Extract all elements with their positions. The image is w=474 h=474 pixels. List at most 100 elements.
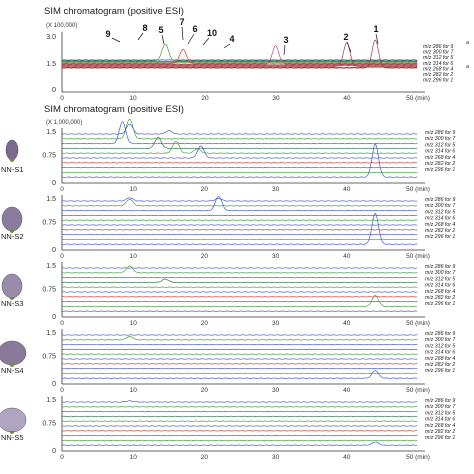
xtick-label: 20	[201, 253, 209, 260]
flower-bud	[5, 139, 19, 161]
xtick-label: 50 (min)	[406, 320, 430, 327]
legend-entry: m/z 300 for 7	[425, 270, 456, 276]
ytick-label: 0.75	[42, 287, 56, 294]
flower-bud	[0, 340, 27, 366]
xtick-label: 40	[343, 454, 351, 461]
legend-entry: m/z 282 for 2	[425, 362, 455, 368]
ytick-label: 1.5	[46, 330, 56, 337]
flower-image	[5, 139, 19, 162]
legend-entry: m/z 312 for 5	[425, 142, 455, 148]
flower-image	[0, 340, 27, 367]
sample-trace	[62, 198, 418, 207]
sample-trace	[61, 197, 418, 202]
legend-entry: m/z 268 for 4	[425, 423, 455, 429]
ytick-label: 1.5	[46, 263, 56, 270]
sample-trace	[61, 335, 418, 341]
xtick-label: 0	[60, 387, 64, 394]
panel-nn-s2: NN-S2 0 0.75 1.5 0 10 20 30 40 50 (min) m/z 286 fo…	[1, 195, 456, 260]
legend-entry: m/z 282 for 2	[425, 161, 455, 167]
legend-entry: m/z 300 for 7	[425, 203, 456, 209]
sample-trace	[61, 400, 418, 403]
legend-entry: m/z 314 for 6	[425, 149, 455, 155]
peak-label-8: 8	[142, 23, 147, 33]
xtick-label: 10	[130, 454, 138, 461]
sample-label: NN-S5	[1, 433, 24, 442]
flower-bud	[1, 206, 23, 232]
peak-arrow-1	[375, 33, 379, 45]
xtick-label: 20	[201, 186, 209, 193]
xtick-label: 30	[272, 186, 280, 193]
bottom-chart-multiplier: (X 1,000,000)	[46, 120, 82, 126]
ytick-label: 0	[52, 314, 56, 321]
peak-arrow-9	[111, 37, 121, 43]
legend-entry: m/z 300 for 7	[425, 404, 456, 410]
top-ytick-1: 1.5	[46, 61, 56, 68]
top-xtick-10: 10	[129, 95, 137, 102]
top-xtick-40: 40	[343, 95, 351, 102]
top-trace-8	[62, 42, 418, 67]
sample-panels: NN-S1 0 0.75 1.5 0 10 20 30 40 50 (min) m/z 286 fo…	[0, 118, 456, 461]
panel-nn-s5: NN-S5 0 0.75 1.5 0 10 20 30 40 50 (min) m/z 286 fo…	[0, 396, 456, 461]
top-legend-entry: m/z 286 for 9	[423, 44, 453, 50]
peak-label-1: 1	[373, 24, 378, 34]
top-x-axis: 0 10 20 30 40 50 (min)	[60, 91, 430, 102]
top-trace-10	[61, 39, 418, 69]
ytick-label: 1.5	[46, 397, 56, 404]
peak-arrow-4	[223, 43, 231, 49]
legend-entry: m/z 268 for 4	[425, 155, 455, 161]
legend-entry: m/z 296 for 1	[425, 368, 455, 374]
xtick-label: 20	[201, 454, 209, 461]
sample-label: NN-S3	[1, 299, 24, 308]
legend-entry: m/z 286 for 9	[425, 398, 455, 404]
sample-label: NN-S4	[1, 366, 24, 375]
panel-nn-s3: NN-S3 0 0.75 1.5 0 10 20 30 40 50 (min) m/z 286 fo…	[1, 262, 456, 327]
top-legend-entry: a	[466, 40, 469, 46]
panel-nn-s1: NN-S1 0 0.75 1.5 0 10 20 30 40 50 (min) m/z 286 fo…	[1, 118, 456, 193]
xtick-label: 40	[343, 186, 351, 193]
peak-label-5: 5	[158, 25, 163, 35]
top-ytick-0: 0	[52, 87, 56, 94]
top-legend-entry: m/z 312 for 5	[423, 55, 453, 61]
top-chart-title: SIM chromatogram (positive ESI)	[44, 6, 184, 17]
legend-entry: m/z 296 for 1	[425, 234, 455, 240]
legend-entry: m/z 296 for 1	[425, 301, 455, 307]
sample-trace	[61, 118, 418, 140]
sample-label: NN-S1	[1, 165, 24, 174]
xtick-label: 10	[130, 253, 138, 260]
flower-stem	[9, 431, 15, 434]
flower-stem	[9, 159, 15, 162]
top-legend-entry: m/z 296 for 1	[423, 78, 453, 84]
top-legend: m/z 286 for 9m/z 300 for 7m/z 312 for 5 m…	[423, 40, 469, 84]
ytick-label: 0	[52, 247, 56, 254]
legend-entry: m/z 286 for 9	[425, 331, 455, 337]
legend-entry: m/z 296 for 1	[425, 167, 455, 173]
sample-trace	[62, 121, 418, 145]
xtick-label: 30	[272, 253, 280, 260]
top-legend-entry: m/z 268 for 4	[423, 66, 453, 72]
legend-entry: m/z 314 for 6	[425, 417, 455, 423]
flower-stem	[9, 297, 15, 300]
sample-trace	[61, 141, 418, 154]
peak-arrow-7	[181, 26, 184, 41]
xtick-label: 0	[60, 253, 64, 260]
flower-image	[1, 206, 23, 233]
top-traces	[61, 39, 418, 69]
ytick-label: 0	[52, 448, 56, 455]
xtick-label: 20	[201, 387, 209, 394]
sample-trace	[61, 370, 418, 379]
sample-trace	[62, 278, 418, 283]
sample-trace	[61, 143, 418, 178]
ytick-label: 0.75	[42, 354, 56, 361]
xtick-label: 40	[343, 320, 351, 327]
peak-label-6: 6	[192, 24, 197, 34]
legend-entry: m/z 312 for 5	[425, 343, 455, 349]
peak-label-3: 3	[283, 35, 288, 45]
panel-nn-s4: NN-S4 0 0.75 1.5 0 10 20 30 40 50 (min) m/z 286 fo…	[0, 329, 456, 394]
xtick-label: 50 (min)	[406, 387, 430, 394]
xtick-label: 10	[130, 387, 138, 394]
top-legend-entry: m/z 300 for 7	[423, 50, 454, 56]
top-xtick-30: 30	[272, 95, 280, 102]
xtick-label: 40	[343, 253, 351, 260]
ytick-label: 0.75	[42, 421, 56, 428]
legend-entry: m/z 268 for 4	[425, 222, 455, 228]
